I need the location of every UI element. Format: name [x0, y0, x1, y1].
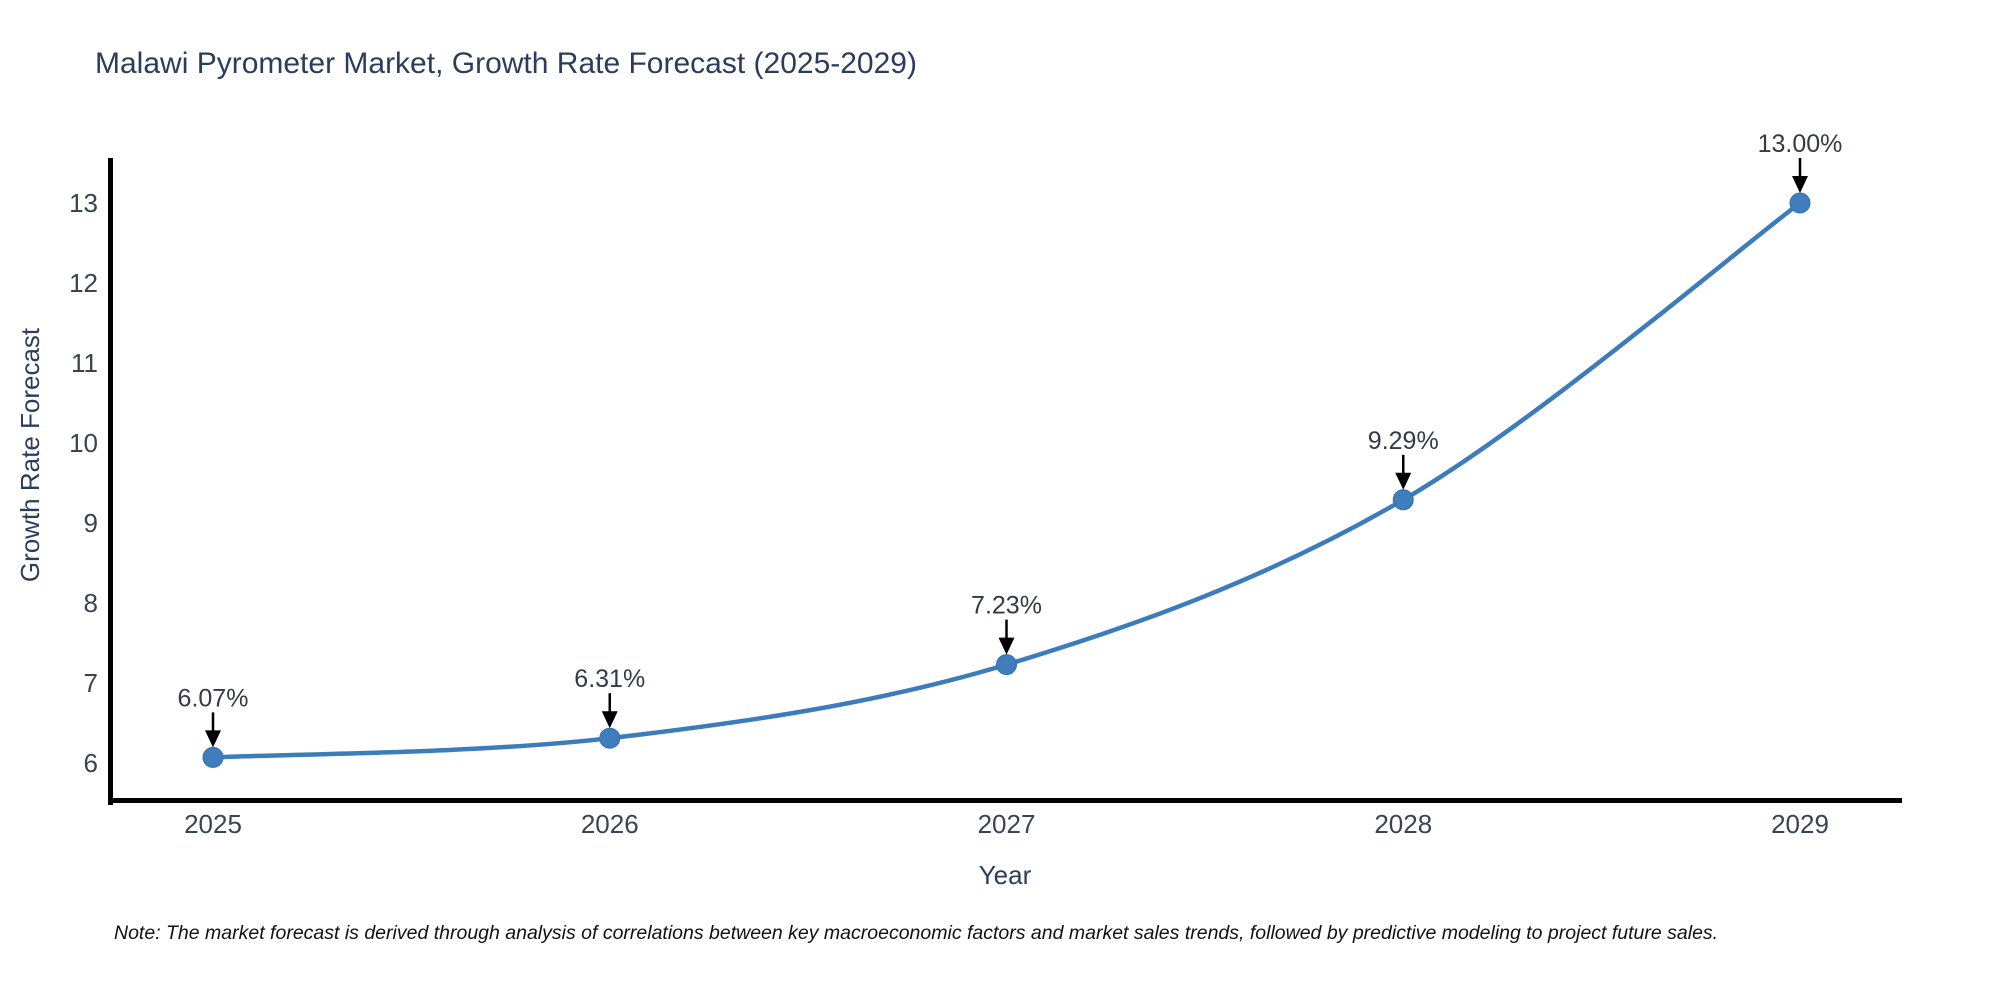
y-tick-label: 10 [69, 428, 98, 458]
y-tick-label: 7 [84, 668, 98, 698]
data-point-label: 6.07% [178, 684, 249, 712]
data-point-label: 9.29% [1368, 427, 1439, 455]
annotation-arrowhead [601, 711, 618, 729]
data-point-marker [599, 727, 621, 749]
y-tick-label: 9 [84, 508, 98, 538]
y-tick-label: 12 [69, 268, 98, 298]
annotation-arrowhead [205, 730, 221, 748]
data-point-marker [1392, 489, 1414, 511]
x-tick-label: 2029 [1771, 809, 1829, 839]
y-axis-spine [108, 158, 113, 805]
annotation-arrowhead [998, 637, 1015, 655]
data-point-marker [202, 746, 224, 768]
data-point-marker [1789, 192, 1811, 214]
x-axis-spine [108, 798, 1902, 803]
data-point-marker [996, 654, 1017, 676]
data-point-label: 6.31% [574, 665, 645, 693]
footnote: Note: The market forecast is derived thr… [114, 922, 1719, 944]
data-point-label: 13.00% [1758, 130, 1843, 158]
annotation-arrowhead [1395, 472, 1412, 490]
y-tick-label: 13 [69, 188, 98, 218]
x-tick-label: 2028 [1374, 809, 1432, 839]
x-tick-label: 2027 [978, 809, 1036, 839]
x-tick-label: 2026 [581, 809, 639, 839]
y-tick-label: 8 [84, 588, 98, 618]
data-point-label: 7.23% [971, 592, 1042, 620]
y-axis-title: Growth Rate Forecast [15, 327, 45, 583]
annotation-arrowhead [1792, 176, 1808, 193]
chart-title: Malawi Pyrometer Market, Growth Rate For… [95, 47, 917, 80]
x-tick-label: 2025 [184, 809, 242, 839]
x-axis-title: Year [978, 860, 1032, 890]
y-tick-label: 6 [84, 748, 98, 778]
y-tick-label: 11 [71, 348, 98, 378]
